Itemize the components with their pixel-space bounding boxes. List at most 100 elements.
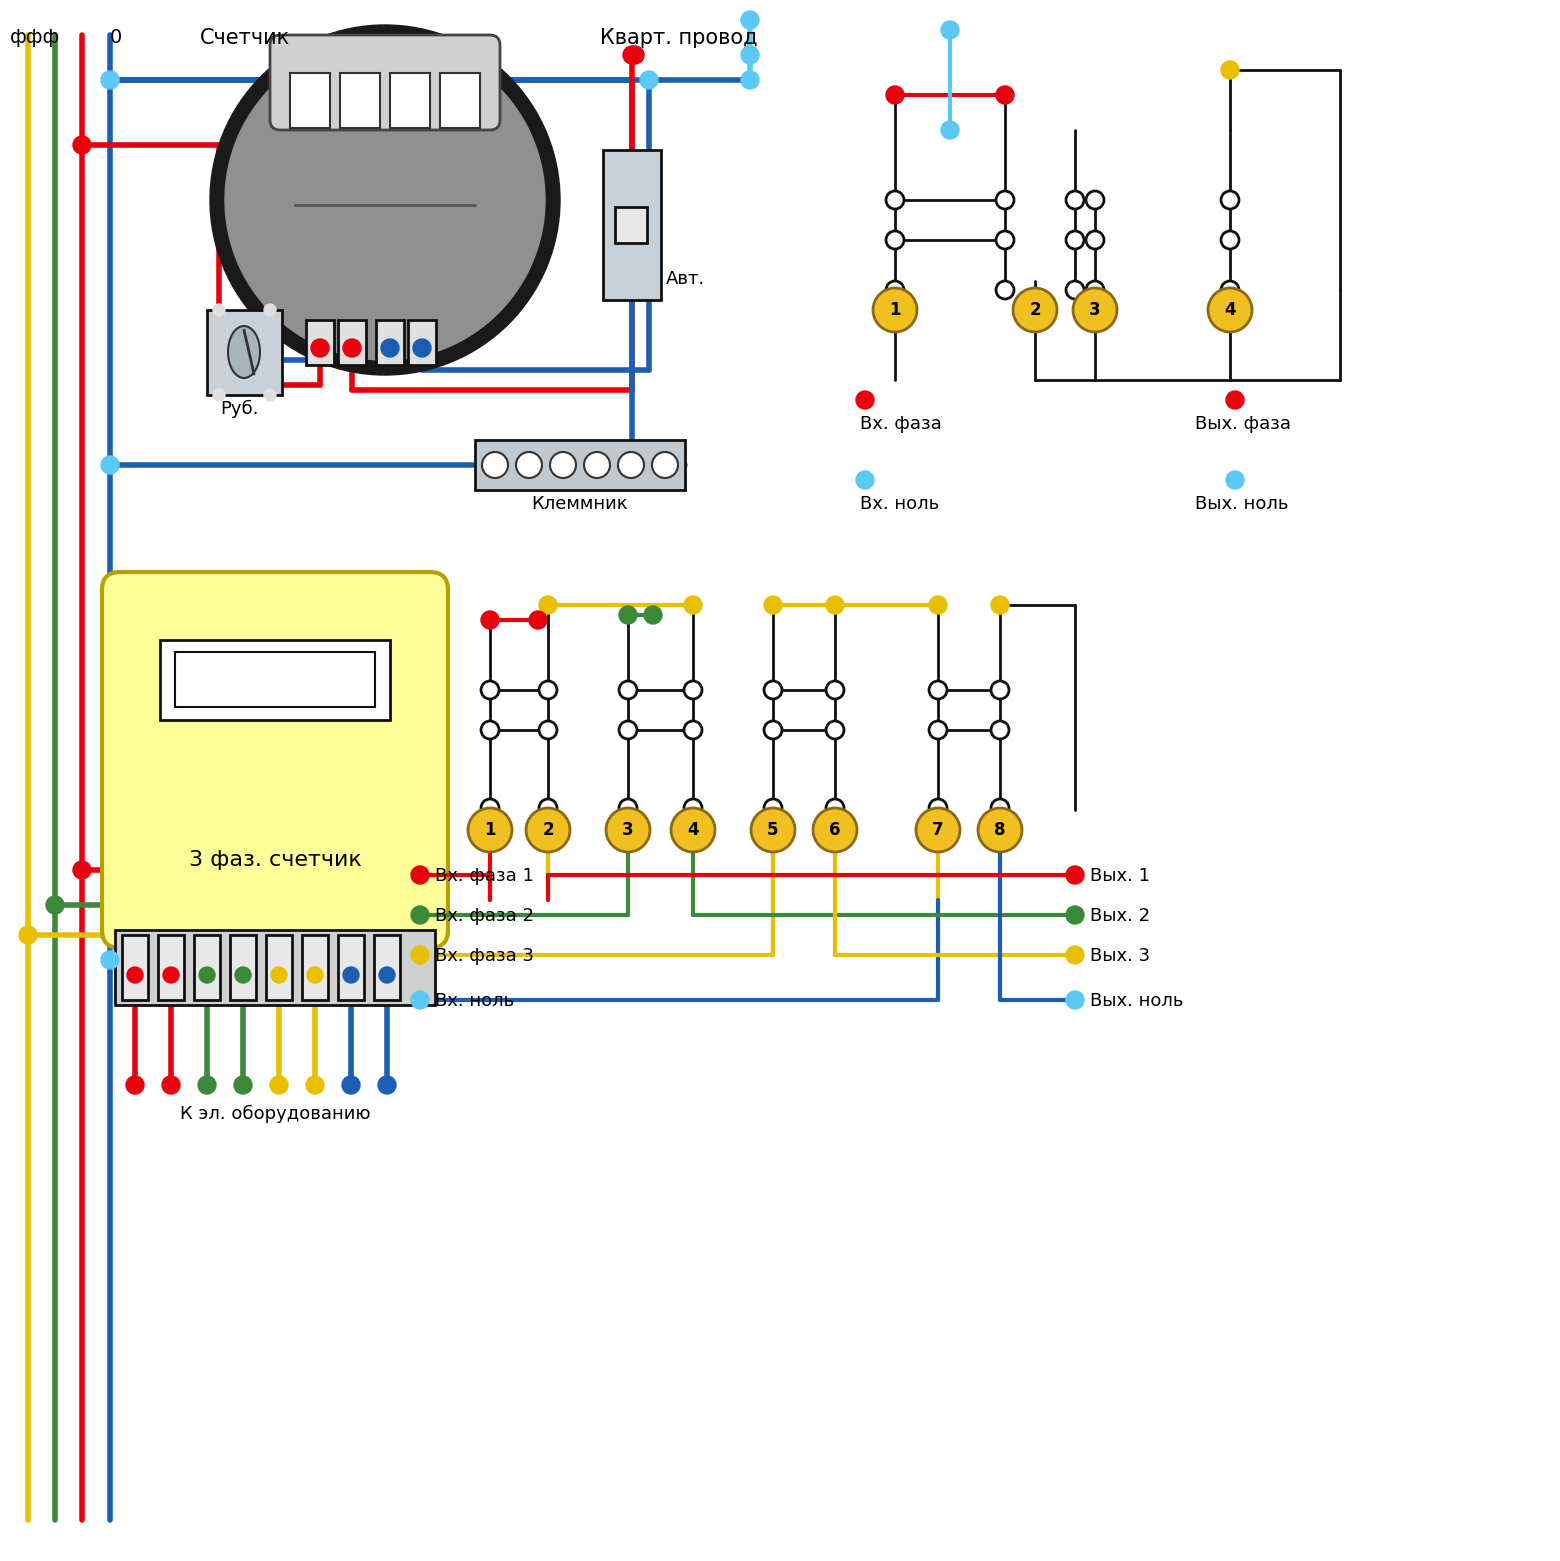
- Text: 8: 8: [994, 821, 1006, 838]
- Circle shape: [1221, 61, 1239, 80]
- Circle shape: [683, 596, 702, 613]
- Circle shape: [270, 1076, 289, 1094]
- Text: Кварт. провод: Кварт. провод: [601, 28, 758, 48]
- Circle shape: [480, 721, 499, 738]
- Bar: [303, 935, 328, 1001]
- Bar: [374, 935, 399, 1001]
- FancyBboxPatch shape: [270, 34, 501, 130]
- Circle shape: [941, 20, 959, 39]
- Text: Вх. фаза 2: Вх. фаза 2: [435, 907, 534, 926]
- Circle shape: [101, 70, 119, 89]
- Text: Вых. 3: Вых. 3: [1090, 948, 1150, 965]
- Circle shape: [211, 25, 560, 375]
- Circle shape: [214, 389, 225, 401]
- Bar: [615, 208, 647, 244]
- Text: 3 фаз. счетчик: 3 фаз. счетчик: [189, 851, 362, 869]
- Circle shape: [825, 681, 844, 699]
- Circle shape: [1207, 287, 1253, 332]
- Circle shape: [214, 304, 225, 315]
- Circle shape: [825, 799, 844, 816]
- Circle shape: [825, 596, 844, 613]
- Bar: [175, 652, 374, 707]
- Circle shape: [19, 926, 37, 944]
- FancyBboxPatch shape: [101, 571, 448, 948]
- Circle shape: [991, 799, 1009, 816]
- Circle shape: [605, 809, 651, 852]
- Bar: [604, 150, 661, 300]
- Ellipse shape: [228, 326, 261, 378]
- Text: Счетчик: Счетчик: [200, 28, 290, 48]
- Circle shape: [1221, 281, 1239, 300]
- Circle shape: [410, 946, 429, 965]
- Text: 5: 5: [768, 821, 778, 838]
- Circle shape: [342, 1076, 360, 1094]
- Bar: [390, 73, 431, 128]
- Text: 3: 3: [622, 821, 633, 838]
- Circle shape: [413, 339, 431, 357]
- Circle shape: [991, 681, 1009, 699]
- Circle shape: [671, 809, 714, 852]
- Circle shape: [101, 951, 119, 969]
- Circle shape: [236, 966, 251, 983]
- Circle shape: [378, 1076, 396, 1094]
- Bar: [474, 440, 685, 490]
- Circle shape: [1065, 905, 1084, 924]
- Circle shape: [813, 809, 856, 852]
- Circle shape: [264, 389, 276, 401]
- Circle shape: [619, 681, 636, 699]
- Circle shape: [1226, 471, 1243, 489]
- Circle shape: [101, 456, 119, 475]
- Bar: [207, 311, 282, 395]
- Circle shape: [930, 681, 947, 699]
- Text: 4: 4: [1225, 301, 1236, 318]
- Circle shape: [995, 190, 1014, 209]
- Circle shape: [73, 862, 90, 879]
- Circle shape: [271, 966, 287, 983]
- Circle shape: [126, 966, 144, 983]
- Circle shape: [526, 809, 569, 852]
- Bar: [122, 935, 148, 1001]
- Circle shape: [856, 390, 874, 409]
- Circle shape: [1073, 287, 1117, 332]
- Circle shape: [1086, 231, 1104, 250]
- Circle shape: [1065, 231, 1084, 250]
- Circle shape: [410, 991, 429, 1008]
- Circle shape: [750, 809, 796, 852]
- Text: Авт.: Авт.: [666, 270, 705, 287]
- Circle shape: [1012, 287, 1058, 332]
- Text: 4: 4: [688, 821, 699, 838]
- Circle shape: [886, 190, 903, 209]
- Circle shape: [310, 339, 329, 357]
- Circle shape: [583, 453, 610, 478]
- Circle shape: [764, 799, 782, 816]
- Circle shape: [626, 45, 644, 64]
- Circle shape: [73, 136, 90, 155]
- Circle shape: [1065, 281, 1084, 300]
- Circle shape: [516, 453, 541, 478]
- Circle shape: [381, 339, 399, 357]
- Circle shape: [234, 1076, 253, 1094]
- Circle shape: [1221, 190, 1239, 209]
- Circle shape: [618, 453, 644, 478]
- Circle shape: [162, 1076, 179, 1094]
- Bar: [290, 73, 331, 128]
- Text: Руб.: Руб.: [220, 400, 259, 418]
- Circle shape: [480, 799, 499, 816]
- Circle shape: [941, 122, 959, 139]
- Circle shape: [306, 1076, 324, 1094]
- Text: Вх. ноль: Вх. ноль: [860, 495, 939, 514]
- Text: Вых. 1: Вых. 1: [1090, 866, 1150, 885]
- Bar: [193, 935, 220, 1001]
- Text: Вых. 2: Вых. 2: [1090, 907, 1150, 926]
- Circle shape: [764, 721, 782, 738]
- Circle shape: [856, 471, 874, 489]
- Circle shape: [991, 721, 1009, 738]
- Circle shape: [480, 681, 499, 699]
- Circle shape: [379, 966, 395, 983]
- Bar: [306, 320, 334, 365]
- Circle shape: [410, 866, 429, 884]
- Circle shape: [198, 1076, 215, 1094]
- Bar: [376, 320, 404, 365]
- Text: Вх. фаза 3: Вх. фаза 3: [435, 948, 534, 965]
- Text: Вых. ноль: Вых. ноль: [1090, 991, 1184, 1010]
